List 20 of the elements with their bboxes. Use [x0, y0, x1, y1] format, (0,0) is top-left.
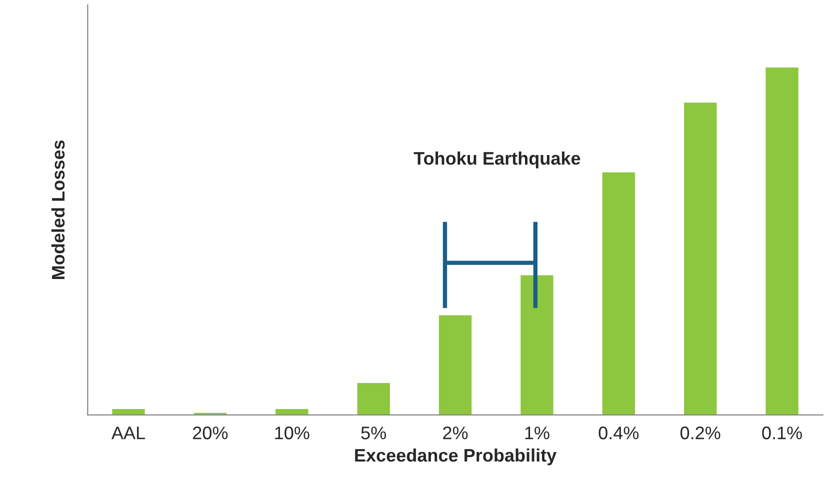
bar [684, 102, 717, 415]
bar [112, 409, 145, 415]
x-tick-label: AAL [111, 426, 145, 440]
x-tick-label: 20% [193, 426, 228, 440]
y-axis-title: Modeled Losses [51, 140, 65, 279]
annotation: Tohoku Earthquake [414, 152, 580, 168]
x-tick-label: 1% [525, 426, 550, 440]
x-tick-label: 2% [443, 426, 468, 440]
x-axis-title: Exceedance Probability [355, 448, 557, 466]
bar [276, 409, 308, 415]
bar [438, 315, 472, 415]
bar [520, 275, 554, 415]
x-tick-label: 10% [275, 426, 310, 440]
bar [357, 382, 390, 415]
x-tick-label: 5% [361, 426, 386, 440]
bar [766, 67, 798, 415]
bar [602, 172, 635, 415]
x-tick-label: 0.2% [680, 426, 720, 440]
x-tick-label: 0.4% [598, 426, 639, 440]
x-tick-label: 0.1% [762, 426, 802, 440]
